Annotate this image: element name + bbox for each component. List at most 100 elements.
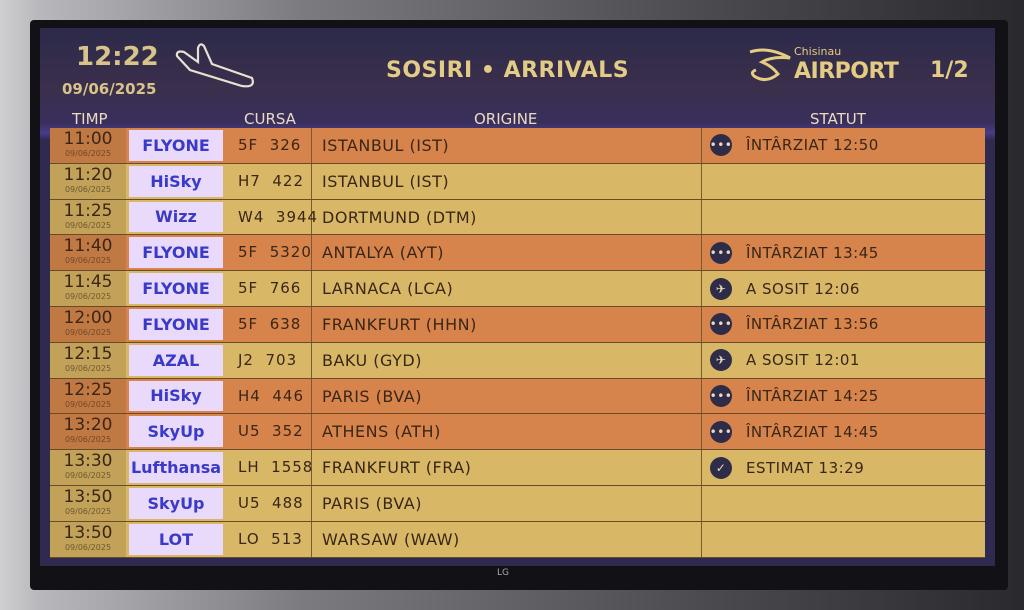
airline-logo: SkyUp	[126, 486, 226, 521]
column-header-status: STATUT	[810, 110, 866, 128]
board-title: SOSIRI • ARRIVALS	[386, 58, 630, 83]
flight-number: 5F 326	[226, 128, 312, 163]
column-header-origin: ORIGINE	[474, 110, 538, 128]
airline-logo: FLYONE	[126, 271, 226, 306]
flight-number: J2 703	[226, 342, 312, 378]
airline-name: FLYONE	[129, 308, 223, 340]
status-cell	[702, 200, 985, 235]
airport-logo-word: AIRPORT	[794, 59, 899, 84]
status-cell: ✈ A SOSIT 12:06	[702, 271, 985, 306]
scheduled-time: 11:25	[63, 200, 113, 221]
flight-row: 13:30 09/06/2025 Lufthansa LH 1558 FRANKF…	[50, 450, 985, 486]
landing-icon: ✈	[710, 277, 732, 300]
origin: FRANKFURT (HHN)	[312, 306, 702, 342]
flight-row: 13:50 09/06/2025 LOT LO 513 WARSAW (WAW)	[50, 521, 985, 558]
airline-name: FLYONE	[129, 273, 223, 304]
airplane-icon	[175, 43, 254, 88]
flight-number: LO 513	[226, 521, 312, 557]
status-text: ÎNTÂRZIAT 13:56	[746, 315, 879, 334]
time-cell: 11:45 09/06/2025	[50, 271, 126, 306]
time-cell: 13:50 09/06/2025	[50, 521, 126, 557]
flight-number: U5 352	[226, 414, 312, 450]
status-cell: ✓ ESTIMAT 13:29	[702, 450, 985, 485]
time-cell: 12:15 09/06/2025	[50, 342, 126, 378]
flight-row: 11:20 09/06/2025 HiSky H7 422 ISTANBUL (I…	[50, 163, 985, 200]
time-cell: 13:50 09/06/2025	[50, 485, 126, 521]
flight-row: 11:25 09/06/2025 Wizz W4 3944 DORTMUND (D…	[50, 199, 985, 236]
scheduled-date: 09/06/2025	[64, 435, 112, 445]
airline-logo: HiSky	[126, 379, 226, 414]
flight-row: 13:50 09/06/2025 SkyUp U5 488 PARIS (BVA)	[50, 485, 985, 522]
scheduled-time: 13:20	[63, 415, 113, 436]
airline-name: SkyUp	[129, 487, 223, 519]
airline-name: SkyUp	[129, 416, 223, 448]
column-header-time: TIMP	[72, 110, 108, 128]
wing-logo-icon	[749, 48, 791, 81]
scheduled-time: 12:00	[63, 307, 113, 328]
scheduled-time: 11:00	[63, 129, 113, 149]
origin: BAKU (GYD)	[312, 342, 702, 378]
scheduled-date: 09/06/2025	[64, 506, 112, 516]
status-cell: ••• ÎNTÂRZIAT 14:25	[702, 379, 985, 414]
flight-number: 5F 638	[226, 306, 312, 342]
clock: 12:22	[76, 42, 159, 72]
origin: PARIS (BVA)	[312, 485, 702, 521]
clock-icon: •••	[710, 313, 732, 336]
origin: ATHENS (ATH)	[312, 414, 702, 450]
origin: WARSAW (WAW)	[312, 521, 702, 557]
check-icon: ✓	[710, 456, 732, 479]
status-cell: ••• ÎNTÂRZIAT 14:45	[702, 414, 985, 449]
status-text: ÎNTÂRZIAT 13:45	[746, 243, 879, 262]
airline-logo: FLYONE	[126, 235, 226, 270]
airline-logo: FLYONE	[126, 128, 226, 163]
clock-icon: •••	[710, 384, 732, 407]
scheduled-time: 13:50	[63, 486, 113, 507]
status-cell: ••• ÎNTÂRZIAT 12:50	[702, 128, 985, 163]
scheduled-date: 09/06/2025	[64, 471, 112, 481]
flight-number: U5 488	[226, 485, 312, 521]
time-cell: 12:00 09/06/2025	[50, 306, 126, 342]
time-cell: 11:20 09/06/2025	[50, 163, 126, 199]
origin: ISTANBUL (IST)	[312, 163, 702, 199]
airline-logo: HiSky	[126, 164, 226, 199]
scheduled-time: 11:20	[63, 164, 113, 185]
scheduled-date: 09/06/2025	[64, 399, 112, 409]
airline-logo: LOT	[126, 522, 226, 557]
scheduled-time: 12:15	[63, 343, 113, 364]
airline-logo: FLYONE	[126, 307, 226, 342]
landing-icon: ✈	[710, 349, 732, 372]
time-cell: 13:30 09/06/2025	[50, 450, 126, 485]
airport-logo: Chisinau AIRPORT	[748, 46, 918, 90]
origin: DORTMUND (DTM)	[312, 199, 702, 235]
scheduled-time: 13:50	[63, 522, 113, 543]
status-text: A SOSIT 12:01	[746, 351, 860, 370]
airline-logo: Lufthansa	[126, 450, 226, 485]
scheduled-date: 09/06/2025	[64, 184, 112, 194]
flight-number: H4 446	[226, 378, 312, 414]
scheduled-date: 09/06/2025	[64, 327, 112, 337]
flights-table: 11:00 09/06/2025 FLYONE 5F 326 ISTANBUL (…	[50, 128, 985, 558]
flight-row: 12:15 09/06/2025 AZAL J2 703 BAKU (GYD) ✈…	[50, 342, 985, 379]
scheduled-time: 13:30	[63, 451, 113, 472]
time-cell: 11:25 09/06/2025	[50, 199, 126, 235]
scheduled-date: 09/06/2025	[64, 292, 112, 302]
status-text: ÎNTÂRZIAT 14:25	[746, 386, 879, 405]
status-cell	[702, 164, 985, 199]
airline-logo: Wizz	[126, 200, 226, 235]
flight-row: 13:20 09/06/2025 SkyUp U5 352 ATHENS (ATH…	[50, 414, 985, 451]
scheduled-date: 09/06/2025	[64, 363, 112, 373]
flight-row: 12:25 09/06/2025 HiSky H4 446 PARIS (BVA)…	[50, 378, 985, 415]
airline-name: AZAL	[129, 344, 223, 376]
clock-icon: •••	[710, 241, 732, 264]
airline-logo: AZAL	[126, 343, 226, 378]
time-cell: 11:00 09/06/2025	[50, 128, 126, 163]
airport-logo-city: Chisinau	[794, 45, 842, 58]
status-cell	[702, 522, 985, 557]
status-text: A SOSIT 12:06	[746, 279, 860, 298]
status-cell: ••• ÎNTÂRZIAT 13:56	[702, 307, 985, 342]
column-header-flight: CURSA	[244, 110, 296, 128]
scheduled-date: 09/06/2025	[64, 149, 112, 158]
flight-row: 11:00 09/06/2025 FLYONE 5F 326 ISTANBUL (…	[50, 128, 985, 164]
monitor-brand: LG	[497, 568, 509, 578]
time-cell: 12:25 09/06/2025	[50, 378, 126, 414]
